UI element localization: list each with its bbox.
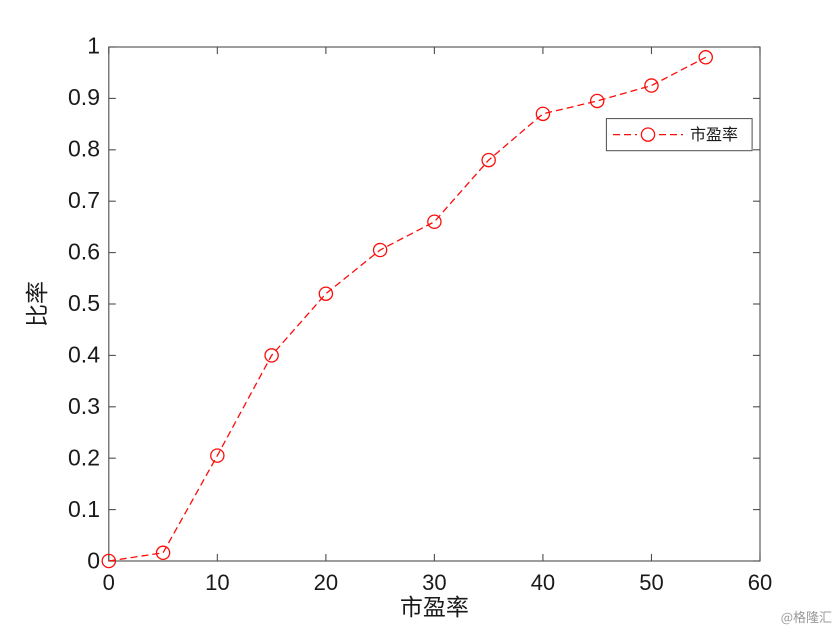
- svg-text:市盈率: 市盈率: [400, 588, 469, 622]
- svg-text:0.7: 0.7: [68, 187, 100, 213]
- svg-text:10: 10: [205, 570, 229, 595]
- svg-text:0.3: 0.3: [68, 393, 100, 419]
- svg-text:市盈率: 市盈率: [690, 121, 738, 145]
- svg-text:0.4: 0.4: [68, 342, 100, 368]
- svg-text:40: 40: [531, 570, 555, 595]
- svg-text:0.1: 0.1: [68, 496, 100, 522]
- svg-text:20: 20: [314, 570, 338, 595]
- svg-text:0.2: 0.2: [68, 445, 100, 471]
- svg-text:1: 1: [87, 33, 100, 59]
- svg-text:50: 50: [639, 570, 663, 595]
- svg-text:0.8: 0.8: [68, 136, 100, 162]
- svg-text:0.9: 0.9: [68, 84, 100, 110]
- svg-text:比率: 比率: [18, 281, 52, 327]
- svg-text:0.6: 0.6: [68, 239, 100, 265]
- svg-text:60: 60: [748, 570, 772, 595]
- svg-text:@格隆汇: @格隆汇: [781, 607, 832, 626]
- svg-text:0.5: 0.5: [68, 290, 100, 316]
- svg-text:0: 0: [103, 570, 115, 595]
- svg-text:0: 0: [87, 548, 100, 574]
